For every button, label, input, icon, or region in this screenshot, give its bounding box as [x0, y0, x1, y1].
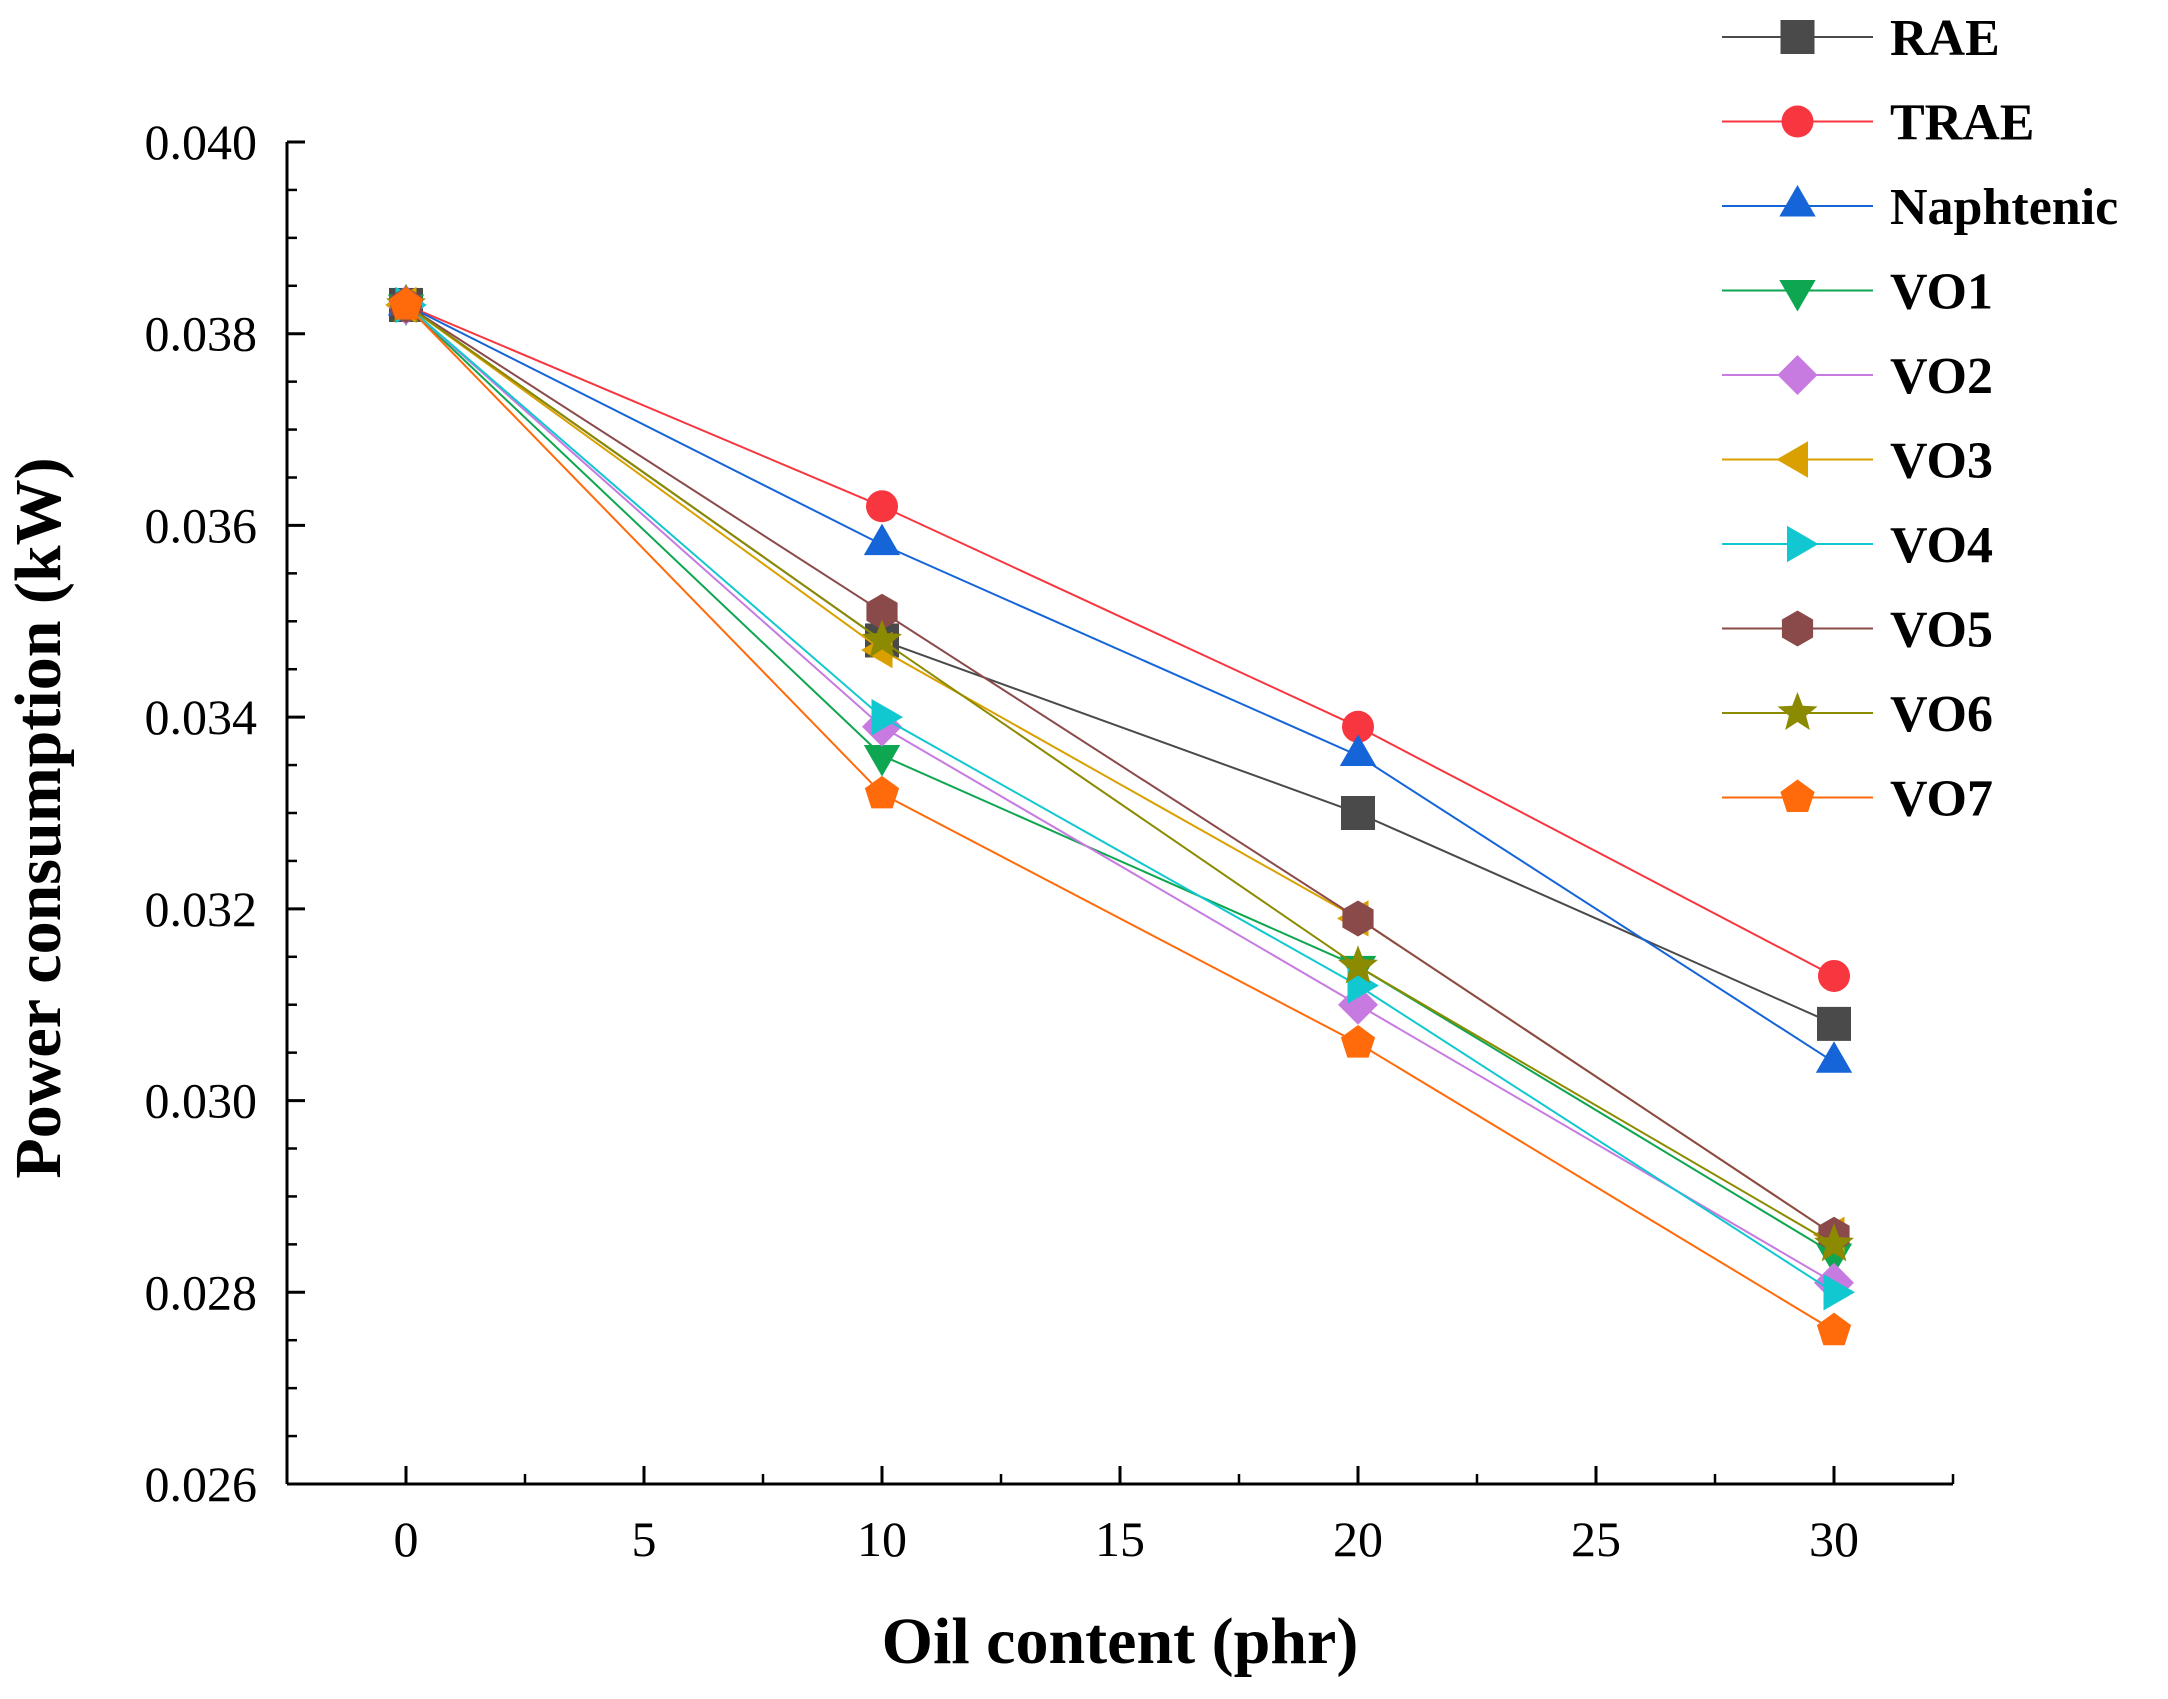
y-tick-label: 0.026: [145, 1456, 258, 1512]
data-point-vo4: [1823, 1274, 1855, 1311]
x-tick-label: 25: [1571, 1511, 1621, 1567]
data-point-vo5: [866, 593, 898, 630]
y-axis-title: Power consumption (kW): [2, 457, 75, 1178]
series-line-trae: [405, 304, 1835, 977]
data-point-vo6: [1338, 945, 1378, 984]
data-point-rae: [1817, 1006, 1851, 1041]
y-tick-label: 0.034: [145, 689, 258, 745]
data-point-vo7: [1340, 1025, 1376, 1058]
legend-marker-vo1: [1779, 280, 1816, 312]
data-point-vo4: [871, 698, 903, 736]
legend: RAE TRAE Naphtenic VO1 VO2 VO3 VO4 VO5 VO6 VO7: [1722, 10, 2118, 828]
legend-entry-vo5: VO5: [1722, 602, 1993, 659]
legend-marker-vo7: [1780, 779, 1815, 813]
y-tick-label: 0.038: [145, 306, 258, 362]
series-vo2: [386, 284, 1854, 1303]
series-line-vo6: [405, 304, 1835, 1246]
data-point-vo6: [1814, 1223, 1854, 1262]
series-vo7: [388, 286, 1852, 1346]
series-line-naphtenic: [405, 304, 1835, 1064]
x-tick-label: 5: [632, 1511, 657, 1567]
x-axis-title: Oil content (phr): [882, 1605, 1359, 1678]
axes: 0.026 0.028 0.030 0.032 0.034 0.036 0.038 0.040…: [145, 114, 1955, 1567]
series-line-vo5: [405, 304, 1835, 1236]
x-tick-label: 10: [857, 1511, 907, 1567]
y-tick-label: 0.040: [145, 114, 258, 170]
data-point-vo1: [863, 744, 901, 777]
legend-marker-vo3: [1776, 441, 1808, 478]
series-layer: [385, 283, 1855, 1346]
legend-label: VO7: [1890, 771, 1993, 828]
legend-marker-naphtenic: [1779, 185, 1816, 217]
data-point-trae: [1818, 959, 1850, 992]
data-point-trae: [1342, 710, 1374, 743]
legend-entry-vo4: VO4: [1722, 517, 1993, 574]
series-vo5: [390, 286, 1850, 1253]
y-axis-ticks: 0.026 0.028 0.030 0.032 0.034 0.036 0.038 0.040: [145, 114, 305, 1512]
legend-label: RAE: [1890, 10, 2000, 67]
x-tick-label: 15: [1095, 1511, 1145, 1567]
series-line-vo1: [405, 304, 1835, 1255]
series-naphtenic: [387, 283, 1853, 1073]
legend-label: VO1: [1890, 264, 1993, 321]
legend-label: VO6: [1890, 686, 1993, 743]
data-point-rae: [1341, 796, 1375, 830]
data-point-naphtenic: [1815, 1041, 1853, 1073]
legend-marker-vo2: [1777, 355, 1818, 395]
legend-label: VO4: [1890, 517, 1993, 574]
data-point-vo7: [864, 775, 900, 809]
legend-entry-vo7: VO7: [1722, 771, 1993, 828]
legend-label: VO2: [1890, 348, 1993, 405]
legend-entry-trae: TRAE: [1722, 95, 2034, 152]
legend-marker-vo4: [1787, 525, 1819, 563]
data-point-vo6: [862, 619, 902, 658]
x-tick-label: 20: [1333, 1511, 1383, 1567]
data-point-vo7: [1816, 1312, 1852, 1346]
legend-entry-vo2: VO2: [1722, 348, 1993, 405]
legend-label: VO5: [1890, 602, 1993, 659]
y-tick-label: 0.028: [145, 1264, 258, 1320]
y-tick-label: 0.030: [145, 1073, 258, 1129]
legend-label: VO3: [1890, 433, 1993, 490]
legend-marker-trae: [1781, 105, 1814, 138]
series-line-vo3: [405, 304, 1835, 1236]
y-tick-label: 0.032: [145, 881, 258, 937]
data-point-naphtenic: [863, 523, 901, 556]
legend-marker-vo5: [1781, 610, 1814, 647]
x-tick-label: 30: [1809, 1511, 1859, 1567]
series-trae: [390, 288, 1850, 992]
legend-marker-vo6: [1777, 692, 1818, 730]
data-point-trae: [866, 490, 898, 523]
data-point-naphtenic: [1339, 734, 1377, 766]
series-line-vo2: [405, 304, 1835, 1284]
series-line-vo7: [405, 304, 1835, 1332]
legend-entry-vo1: VO1: [1722, 264, 1993, 321]
data-point-vo5: [1342, 900, 1374, 937]
legend-entry-vo3: VO3: [1722, 433, 1993, 490]
legend-marker-rae: [1780, 20, 1815, 54]
series-vo6: [386, 283, 1854, 1262]
legend-entry-naphtenic: Naphtenic: [1722, 179, 2118, 236]
x-axis-ticks: 0 5 10 15 20 25 30: [285, 1466, 1955, 1567]
series-line-vo4: [405, 304, 1835, 1294]
legend-label: Naphtenic: [1890, 179, 2118, 236]
data-point-vo7: [388, 286, 424, 320]
x-tick-label: 0: [394, 1511, 419, 1567]
series-rae: [389, 287, 1851, 1041]
legend-entry-rae: RAE: [1722, 10, 2000, 67]
legend-label: TRAE: [1890, 95, 2034, 152]
y-tick-label: 0.036: [145, 497, 258, 553]
legend-entry-vo6: VO6: [1722, 686, 1993, 743]
